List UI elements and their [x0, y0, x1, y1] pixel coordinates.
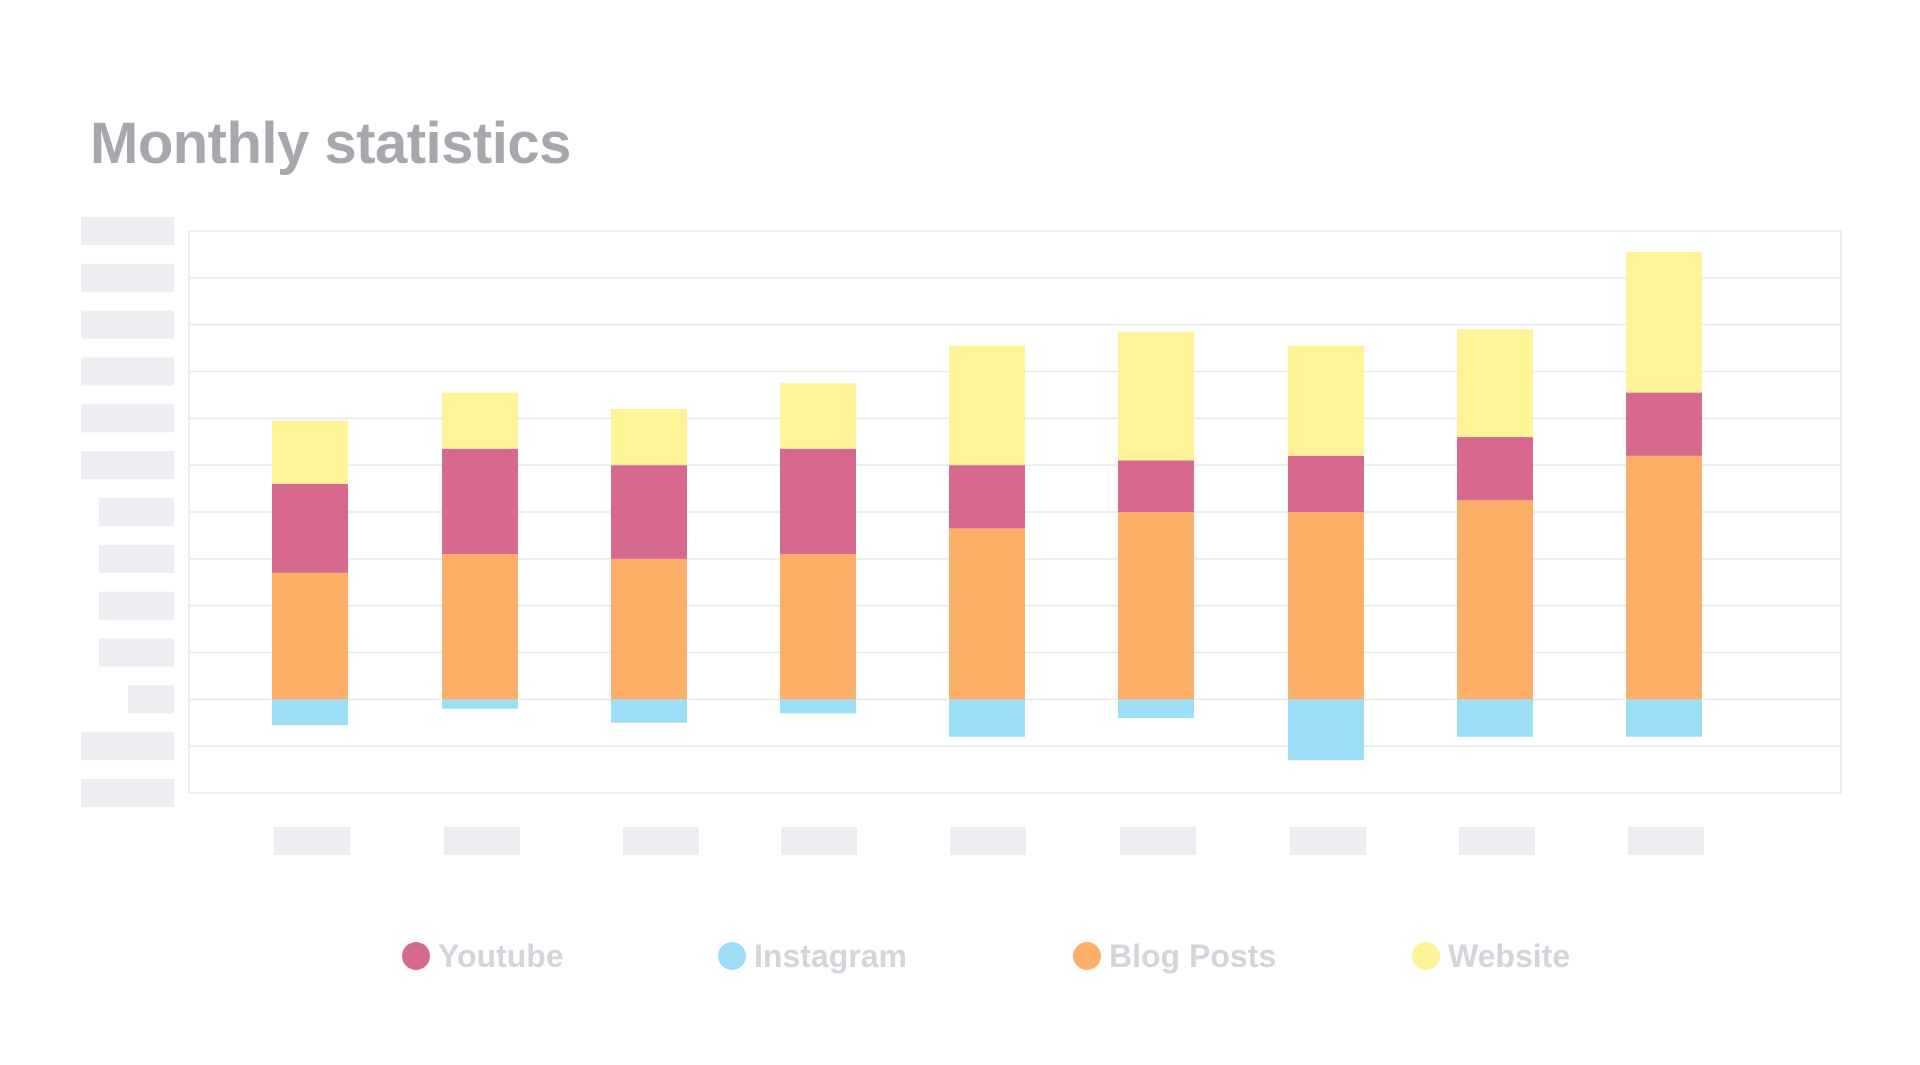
- legend-item-blog-posts: Blog Posts: [1073, 933, 1276, 979]
- bar-segment-instagram: [780, 699, 856, 714]
- bar-segment-instagram: [1626, 699, 1702, 737]
- bar-segment-blog-posts: [780, 554, 856, 700]
- bar-segment-instagram: [949, 699, 1025, 737]
- y-tick-label-placeholder: [81, 732, 174, 761]
- x-tick-label-placeholder: [444, 827, 520, 855]
- legend-label-blog-posts: Blog Posts: [1109, 937, 1277, 974]
- x-tick-label-placeholder: [623, 827, 699, 855]
- y-tick-label-placeholder: [99, 544, 174, 573]
- bar-segment-youtube: [1457, 437, 1533, 501]
- y-tick-label-placeholder: [99, 591, 174, 620]
- bar-segment-website: [1626, 252, 1702, 393]
- y-tick-label-placeholder: [81, 217, 174, 245]
- chart-title: Monthly statistics: [90, 111, 571, 176]
- legend-item-website: Website: [1412, 933, 1570, 979]
- bar-segment-website: [1288, 345, 1364, 456]
- bar-segment-blog-posts: [272, 572, 348, 700]
- x-tick-label-placeholder: [1628, 827, 1704, 855]
- bar-segment-blog-posts: [1118, 512, 1194, 700]
- x-tick-label-placeholder: [781, 827, 857, 855]
- y-tick-label-placeholder: [81, 357, 174, 386]
- bar-segment-youtube: [442, 448, 518, 555]
- website-dot-icon: [1412, 942, 1440, 970]
- y-tick-placeholders: [81, 217, 174, 807]
- bar-segment-website: [1457, 329, 1533, 438]
- bar-segment-blog-posts: [611, 558, 687, 700]
- bar-segment-blog-posts: [442, 554, 518, 700]
- bar-segment-youtube: [1288, 455, 1364, 512]
- instagram-dot-icon: [718, 942, 746, 970]
- bar-segment-youtube: [611, 465, 687, 559]
- y-tick-label-placeholder: [81, 310, 174, 339]
- y-tick-label-placeholder: [99, 498, 174, 526]
- bar-segment-blog-posts: [1626, 455, 1702, 700]
- bar-segment-instagram: [272, 699, 348, 726]
- y-tick-label-placeholder: [128, 685, 174, 714]
- legend-item-instagram: Instagram: [718, 933, 907, 979]
- legend: Youtube Instagram Blog Posts Website: [0, 933, 1920, 979]
- x-tick-label-placeholder: [1459, 827, 1535, 855]
- x-tick-label-placeholder: [950, 827, 1026, 855]
- bars: [272, 252, 1702, 761]
- bar-segment-instagram: [1118, 699, 1194, 719]
- bar-segment-youtube: [949, 465, 1025, 529]
- bar-segment-website: [1118, 331, 1194, 461]
- y-tick-label-placeholder: [81, 404, 174, 433]
- bar-segment-instagram: [611, 699, 687, 723]
- bar-segment-website: [442, 392, 518, 449]
- y-tick-label-placeholder: [99, 638, 174, 667]
- bar-segment-website: [780, 383, 856, 449]
- bar-segment-blog-posts: [1288, 512, 1364, 700]
- legend-item-youtube: Youtube: [402, 933, 564, 979]
- bar-segment-instagram: [1288, 699, 1364, 761]
- x-tick-label-placeholder: [274, 827, 350, 855]
- bar-segment-instagram: [1457, 699, 1533, 737]
- bar-segment-youtube: [780, 448, 856, 555]
- legend-label-instagram: Instagram: [754, 937, 907, 974]
- youtube-dot-icon: [402, 942, 430, 970]
- bar-segment-youtube: [1626, 392, 1702, 456]
- legend-label-youtube: Youtube: [438, 937, 564, 974]
- x-tick-label-placeholder: [1120, 827, 1196, 855]
- legend-label-website: Website: [1448, 937, 1571, 974]
- bar-segment-website: [272, 420, 348, 484]
- bar-segment-instagram: [442, 699, 518, 709]
- y-tick-label-placeholder: [81, 779, 174, 807]
- bar-segment-website: [949, 345, 1025, 466]
- bar-segment-youtube: [272, 483, 348, 573]
- y-tick-label-placeholder: [81, 451, 174, 480]
- bar-segment-youtube: [1118, 460, 1194, 512]
- y-tick-label-placeholder: [81, 263, 174, 292]
- bar-segment-blog-posts: [949, 528, 1025, 700]
- bar-segment-blog-posts: [1457, 500, 1533, 700]
- blog-posts-dot-icon: [1073, 942, 1101, 970]
- x-tick-label-placeholder: [1290, 827, 1366, 855]
- x-tick-placeholders: [274, 827, 1704, 855]
- bar-segment-website: [611, 408, 687, 466]
